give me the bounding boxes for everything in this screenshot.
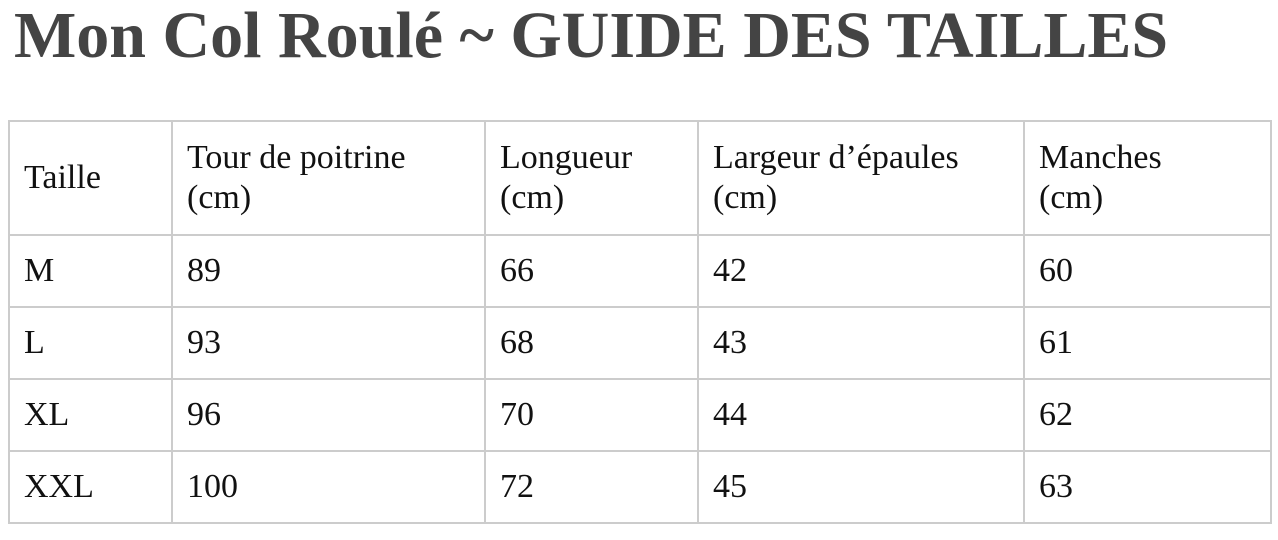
cell-size: XXL [8,450,173,524]
cell-length: 68 [484,306,699,380]
cell-sleeves: 62 [1023,378,1272,452]
cell-length: 72 [484,450,699,524]
cell-chest: 93 [171,306,486,380]
header-length: Longueur (cm) [484,120,699,236]
header-label: Longueur [500,139,633,176]
header-shoulders: Largeur d’épaules (cm) [697,120,1025,236]
cell-shoulders: 44 [697,378,1025,452]
header-unit: (cm) [187,179,252,216]
cell-chest: 100 [171,450,486,524]
cell-length: 66 [484,234,699,308]
cell-sleeves: 61 [1023,306,1272,380]
header-label: Manches [1039,139,1162,176]
header-sleeves: Manches (cm) [1023,120,1272,236]
header-row: Taille Tour de poitrine (cm) Longueur (cm)… [8,120,1272,236]
cell-chest: 89 [171,234,486,308]
header-label: Taille [24,159,101,196]
table-row: L 93 68 43 61 [8,306,1272,380]
page-title: Mon Col Roulé ~ GUIDE DES TAILLES [14,0,1169,72]
header-unit: (cm) [713,179,778,216]
table-row: M 89 66 42 60 [8,234,1272,308]
table-body: M 89 66 42 60 L 93 68 43 61 XL 96 70 44 62 XXL 100 72 45 63 [8,234,1272,524]
size-guide-table: Taille Tour de poitrine (cm) Longueur (cm)… [8,120,1272,524]
cell-shoulders: 45 [697,450,1025,524]
cell-size: XL [8,378,173,452]
header-label: Largeur d’épaules [713,139,959,176]
cell-chest: 96 [171,378,486,452]
cell-shoulders: 43 [697,306,1025,380]
header-unit: (cm) [500,179,565,216]
header-unit: (cm) [1039,179,1104,216]
header-label: Tour de poitrine [187,139,406,176]
cell-size: M [8,234,173,308]
cell-shoulders: 42 [697,234,1025,308]
cell-sleeves: 60 [1023,234,1272,308]
cell-length: 70 [484,378,699,452]
table-row: XL 96 70 44 62 [8,378,1272,452]
table-row: XXL 100 72 45 63 [8,450,1272,524]
header-size: Taille [8,120,173,236]
cell-sleeves: 63 [1023,450,1272,524]
header-chest: Tour de poitrine (cm) [171,120,486,236]
cell-size: L [8,306,173,380]
